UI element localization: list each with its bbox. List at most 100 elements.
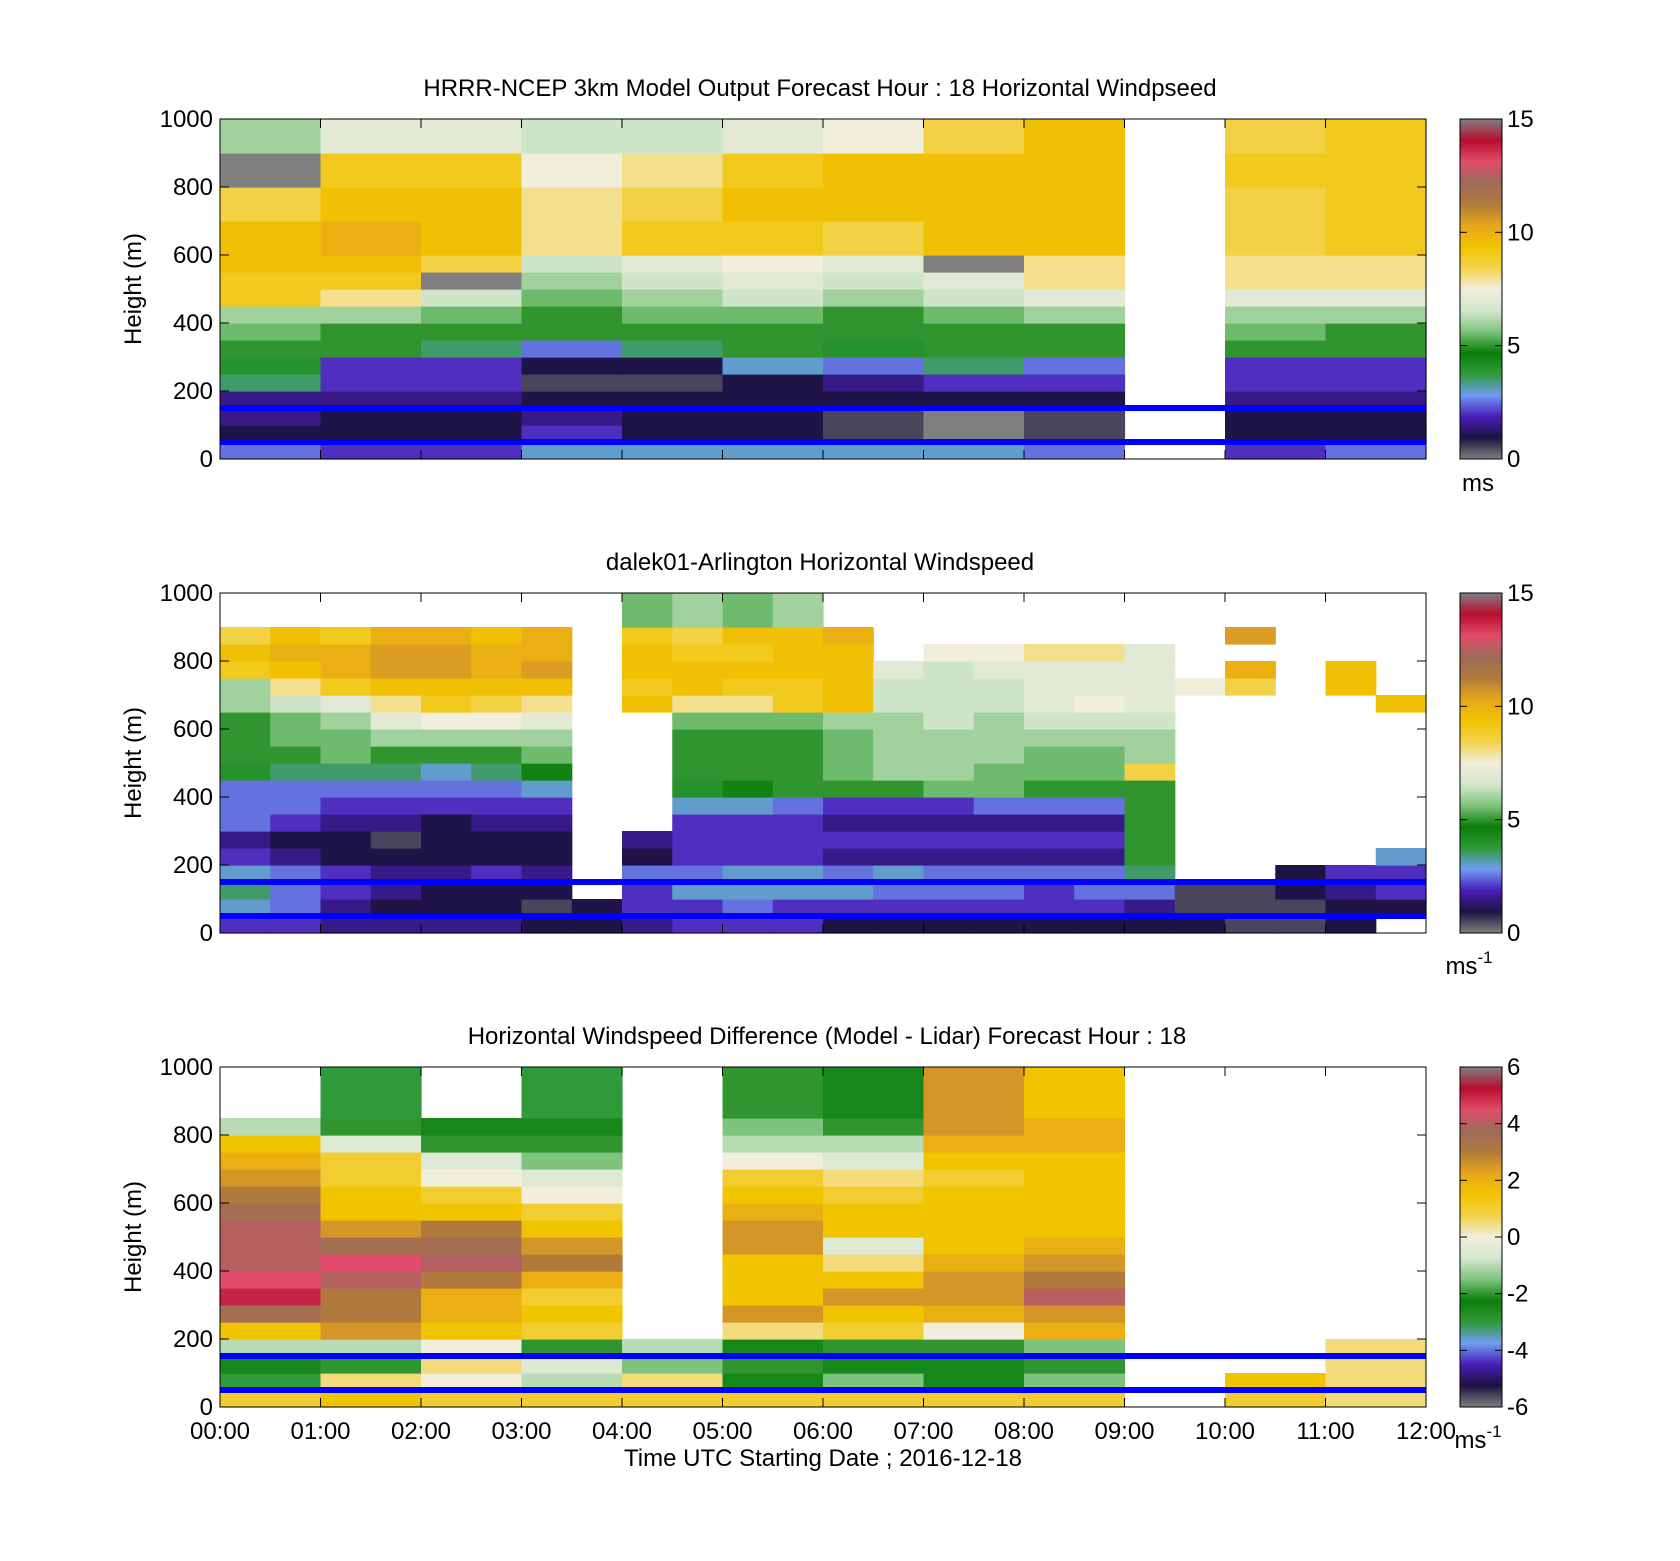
heatmap-cell — [622, 153, 724, 188]
heatmap-cell — [722, 695, 774, 713]
colorbar-tick-label: -4 — [1507, 1337, 1528, 1364]
heatmap-cell — [923, 323, 1025, 341]
heatmap-cell — [320, 1067, 422, 1119]
heatmap-cell — [270, 661, 322, 679]
heatmap-cell — [923, 1186, 1025, 1204]
heatmap-cell — [421, 1322, 523, 1340]
heatmap-cell — [1024, 221, 1126, 256]
heatmap-cell — [823, 289, 925, 307]
heatmap-cell — [923, 1152, 1025, 1170]
heatmap-cell — [320, 1152, 422, 1170]
heatmap-cell — [823, 695, 874, 713]
heatmap-cell — [1225, 425, 1327, 443]
heatmap-cell — [823, 153, 925, 188]
heatmap-cell — [622, 695, 673, 713]
heatmap-cell — [270, 763, 322, 781]
heatmap-cell — [1124, 746, 1176, 764]
heatmap-cell — [722, 408, 824, 426]
heatmap-cell — [772, 627, 824, 645]
heatmap-cell — [1024, 814, 1075, 832]
heatmap-cell — [973, 899, 1025, 917]
y-tick-label: 400 — [173, 310, 213, 337]
heatmap-cell — [421, 1203, 523, 1221]
heatmap-cell — [320, 1203, 422, 1221]
heatmap-cell — [722, 678, 774, 696]
heatmap-cell — [973, 814, 1025, 832]
heatmap-cell — [823, 1322, 925, 1340]
heatmap-cell — [1225, 442, 1327, 460]
heatmap-cell — [973, 661, 1025, 679]
heatmap-cell — [622, 627, 673, 645]
heatmap-cell — [370, 746, 422, 764]
heatmap-cell — [521, 865, 573, 883]
heatmap-cell — [973, 678, 1025, 696]
heatmap-cell — [370, 763, 422, 781]
heatmap-cell — [722, 899, 774, 917]
heatmap-cell — [220, 1220, 322, 1238]
heatmap-cell — [1174, 882, 1226, 900]
heatmap-cell — [270, 882, 322, 900]
x-tick-label: 12:00 — [1396, 1418, 1456, 1445]
heatmap-cell — [923, 1237, 1025, 1255]
heatmap-cell — [1225, 357, 1327, 375]
heatmap-cell — [1225, 153, 1327, 188]
heatmap-cell — [823, 797, 874, 815]
heatmap-cell — [320, 153, 422, 188]
colorbar-tick-label: 10 — [1507, 219, 1534, 246]
heatmap-cell — [823, 1373, 925, 1391]
heatmap-cell — [1074, 746, 1126, 764]
heatmap-cell — [421, 678, 472, 696]
heatmap-cell — [220, 1322, 322, 1340]
panel-model: HRRR-NCEP 3km Model Output Forecast Hour… — [120, 75, 1534, 497]
heatmap-cell — [220, 644, 271, 662]
colorbar-gradient — [1459, 592, 1503, 934]
panel-difference-heatmap — [220, 1067, 1427, 1408]
heatmap-cell — [1024, 1135, 1126, 1153]
heatmap-cell — [873, 848, 925, 866]
heatmap-cell — [370, 661, 422, 679]
heatmap-cell — [873, 916, 925, 934]
heatmap-cell — [320, 272, 422, 290]
heatmap-cell — [923, 1067, 1025, 1119]
heatmap-cell — [521, 1220, 623, 1238]
heatmap-cell — [772, 848, 824, 866]
heatmap-cell — [521, 1390, 623, 1408]
heatmap-cell — [1024, 187, 1126, 222]
heatmap-cell — [220, 119, 322, 154]
heatmap-cell — [722, 1356, 824, 1374]
panel-lidar: dalek01-Arlington Horizontal Windspeed 0… — [120, 549, 1534, 980]
heatmap-cell — [923, 1220, 1025, 1238]
heatmap-cell — [772, 797, 824, 815]
heatmap-cell — [421, 644, 472, 662]
heatmap-cell — [722, 627, 774, 645]
heatmap-cell — [471, 661, 523, 679]
heatmap-cell — [772, 865, 824, 883]
heatmap-cell — [220, 1254, 322, 1272]
heatmap-cell — [320, 1356, 422, 1374]
heatmap-cell — [1024, 1237, 1126, 1255]
heatmap-cell — [823, 729, 874, 747]
heatmap-cell — [421, 1220, 523, 1238]
heatmap-cell — [823, 408, 925, 426]
panel-model-y-ticks: 0 200 400 600 800 1000 — [160, 106, 1426, 473]
heatmap-cell — [622, 391, 724, 409]
heatmap-cell — [772, 780, 824, 798]
heatmap-cell — [722, 425, 824, 443]
heatmap-cell — [722, 153, 824, 188]
heatmap-cell — [421, 746, 472, 764]
heatmap-cell — [772, 678, 824, 696]
heatmap-cell — [471, 763, 523, 781]
heatmap-cell — [521, 1152, 623, 1170]
heatmap-cell — [722, 323, 824, 341]
heatmap-cell — [923, 644, 975, 662]
heatmap-cell — [421, 1305, 523, 1323]
heatmap-cell — [823, 425, 925, 443]
heatmap-cell — [220, 1271, 322, 1289]
heatmap-cell — [1074, 916, 1126, 934]
heatmap-cell — [571, 899, 623, 917]
x-tick-label: 01:00 — [290, 1418, 350, 1445]
heatmap-cell — [320, 255, 422, 273]
heatmap-cell — [521, 695, 573, 713]
heatmap-cell — [1024, 442, 1126, 460]
heatmap-cell — [220, 289, 322, 307]
